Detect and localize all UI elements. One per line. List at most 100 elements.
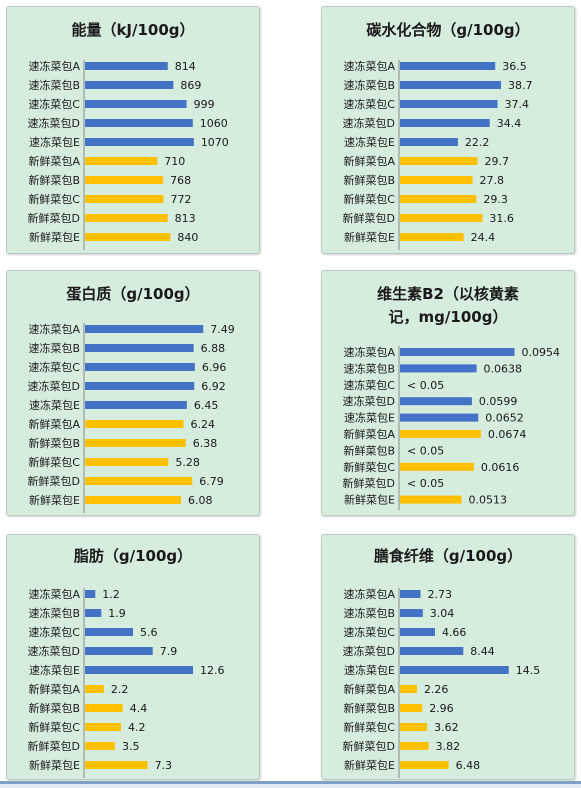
value-label: 772: [171, 193, 192, 206]
category-label: 新鲜菜包A: [343, 427, 395, 441]
category-label: 速冻菜包C: [28, 97, 80, 111]
bar-fresh: [85, 704, 123, 712]
category-label: 速冻菜包D: [28, 379, 80, 393]
category-label: 速冻菜包B: [28, 606, 80, 620]
value-label: 2.73: [427, 588, 452, 601]
chart-title: 脂肪（g/100g）: [73, 547, 193, 565]
value-label: 999: [194, 98, 215, 111]
category-label: 速冻菜包C: [28, 625, 80, 639]
bar-fresh: [400, 233, 464, 241]
value-label: 7.9: [160, 645, 178, 658]
value-label: 12.6: [200, 664, 225, 677]
bar-fresh: [400, 195, 477, 203]
bar-frozen: [85, 609, 102, 617]
value-label: < 0.05: [407, 444, 444, 457]
value-label: 6.79: [199, 475, 224, 488]
chart-title: 膳食纤维（g/100g）: [373, 547, 523, 565]
value-label: 1060: [200, 117, 228, 130]
value-label: 7.49: [210, 323, 235, 336]
category-label: 新鲜菜包C: [343, 720, 395, 734]
bar-fresh: [85, 176, 164, 184]
bar-frozen: [400, 364, 477, 373]
value-label: 6.92: [201, 380, 226, 393]
category-label: 速冻菜包C: [343, 625, 395, 639]
value-label: 6.96: [202, 361, 227, 374]
value-label: 0.0638: [484, 362, 523, 375]
bottom-divider: [0, 781, 581, 784]
chart-panel-vitamin-b2: 维生素B2（以核黄素 记，mg/100g） 速冻菜包A 0.0954 速冻菜包B 0.…: [321, 270, 575, 516]
bar-frozen: [400, 62, 496, 70]
category-label: 新鲜菜包E: [344, 758, 395, 772]
category-label: 速冻菜包E: [29, 663, 80, 677]
bar-frozen: [400, 138, 458, 146]
bar-frozen: [85, 666, 193, 674]
category-label: 速冻菜包A: [28, 587, 80, 601]
value-label: 24.4: [471, 231, 496, 244]
category-label: 速冻菜包E: [344, 411, 395, 425]
value-label: 710: [164, 155, 185, 168]
category-label: 新鲜菜包A: [28, 417, 80, 431]
value-label: 22.2: [465, 136, 490, 149]
protein-bar-chart: 速冻菜包A 7.49 速冻菜包B 6.88 速冻菜包C 6.96 速冻菜包D 6.92 速冻菜包…: [28, 322, 235, 513]
category-label: 速冻菜包B: [343, 606, 395, 620]
category-label: 速冻菜包D: [343, 644, 395, 658]
value-label: 6.88: [201, 342, 226, 355]
value-label: 6.48: [456, 759, 481, 772]
category-label: 新鲜菜包D: [28, 474, 80, 488]
fat-bar-chart: 速冻菜包A 1.2 速冻菜包B 1.9 速冻菜包C 5.6 速冻菜包D 7.9 速冻菜包E 12.…: [28, 587, 225, 778]
bar-fresh: [85, 439, 186, 447]
chart-panel-dietary-fiber: 膳食纤维（g/100g） 速冻菜包A 2.73 速冻菜包B 3.04 速冻菜包C 4.66…: [321, 534, 575, 780]
bar-frozen: [400, 628, 435, 636]
chart-panel-fat: 脂肪（g/100g） 速冻菜包A 1.2 速冻菜包B 1.9 速冻菜包C 5.6 速冻菜包D…: [6, 534, 260, 780]
category-label: 新鲜菜包C: [28, 720, 80, 734]
value-label: 3.62: [434, 721, 459, 734]
bar-frozen: [400, 609, 423, 617]
category-label: 新鲜菜包E: [29, 230, 80, 244]
value-label: 4.2: [128, 721, 146, 734]
value-label: 29.3: [483, 193, 508, 206]
bar-frozen: [400, 348, 515, 356]
bar-fresh: [85, 742, 115, 750]
category-label: 速冻菜包A: [343, 59, 395, 73]
value-label: 4.4: [130, 702, 148, 715]
category-label: 新鲜菜包B: [28, 173, 80, 187]
bar-frozen: [400, 647, 464, 655]
bar-fresh: [400, 495, 462, 504]
bar-fresh: [400, 761, 449, 769]
chart-title: 蛋白质（g/100g）: [66, 285, 200, 303]
bar-fresh: [85, 477, 193, 485]
value-label: 1070: [201, 136, 229, 149]
bar-fresh: [85, 723, 121, 731]
category-label: 速冻菜包A: [343, 345, 395, 359]
dietary-fiber-bar-chart: 速冻菜包A 2.73 速冻菜包B 3.04 速冻菜包C 4.66 速冻菜包D 8.44 速冻菜包…: [343, 587, 540, 778]
value-label: 29.7: [484, 155, 509, 168]
bar-frozen: [400, 81, 501, 89]
value-label: 2.2: [111, 683, 129, 696]
value-label: 4.66: [442, 626, 467, 639]
value-label: 6.08: [188, 494, 213, 507]
bar-frozen: [400, 100, 498, 108]
category-label: 新鲜菜包D: [343, 739, 395, 753]
bar-fresh: [85, 195, 164, 203]
category-label: 新鲜菜包B: [343, 173, 395, 187]
value-label: < 0.05: [407, 379, 444, 392]
bar-fresh: [85, 420, 184, 428]
bar-fresh: [85, 761, 148, 769]
bar-frozen: [85, 647, 153, 655]
value-label: 27.8: [480, 174, 505, 187]
category-label: 新鲜菜包B: [28, 701, 80, 715]
value-label: 0.0513: [469, 494, 508, 507]
category-label: 速冻菜包D: [28, 644, 80, 658]
energy-bar-chart: 速冻菜包A 814 速冻菜包B 869 速冻菜包C 999 速冻菜包D 1060 速冻菜包E 10…: [28, 59, 229, 250]
bar-frozen: [85, 62, 168, 70]
bar-fresh: [85, 685, 104, 693]
bar-frozen: [85, 344, 194, 352]
category-label: 新鲜菜包A: [28, 682, 80, 696]
category-label: 新鲜菜包D: [343, 476, 395, 490]
bar-frozen: [85, 363, 195, 371]
value-label: 6.24: [191, 418, 216, 431]
bar-fresh: [400, 462, 474, 471]
category-label: 新鲜菜包A: [343, 682, 395, 696]
category-label: 速冻菜包D: [343, 394, 395, 408]
category-label: 速冻菜包C: [343, 97, 395, 111]
